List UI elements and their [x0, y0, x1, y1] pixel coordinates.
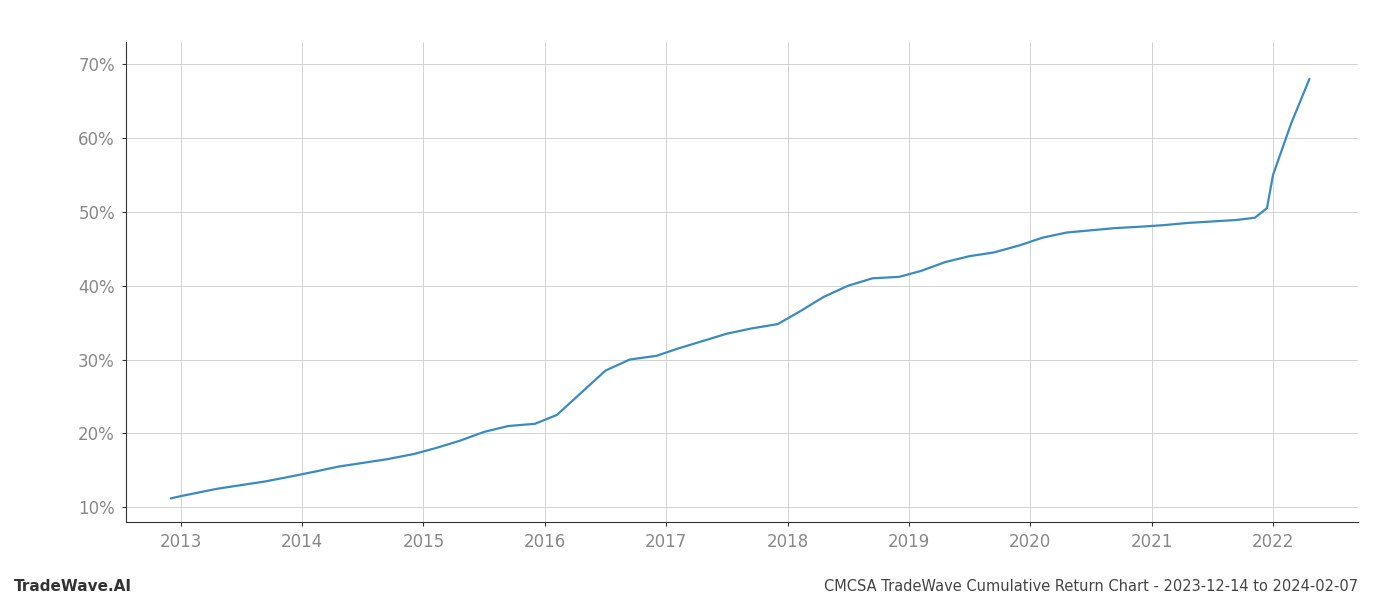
- Text: TradeWave.AI: TradeWave.AI: [14, 579, 132, 594]
- Text: CMCSA TradeWave Cumulative Return Chart - 2023-12-14 to 2024-02-07: CMCSA TradeWave Cumulative Return Chart …: [823, 579, 1358, 594]
